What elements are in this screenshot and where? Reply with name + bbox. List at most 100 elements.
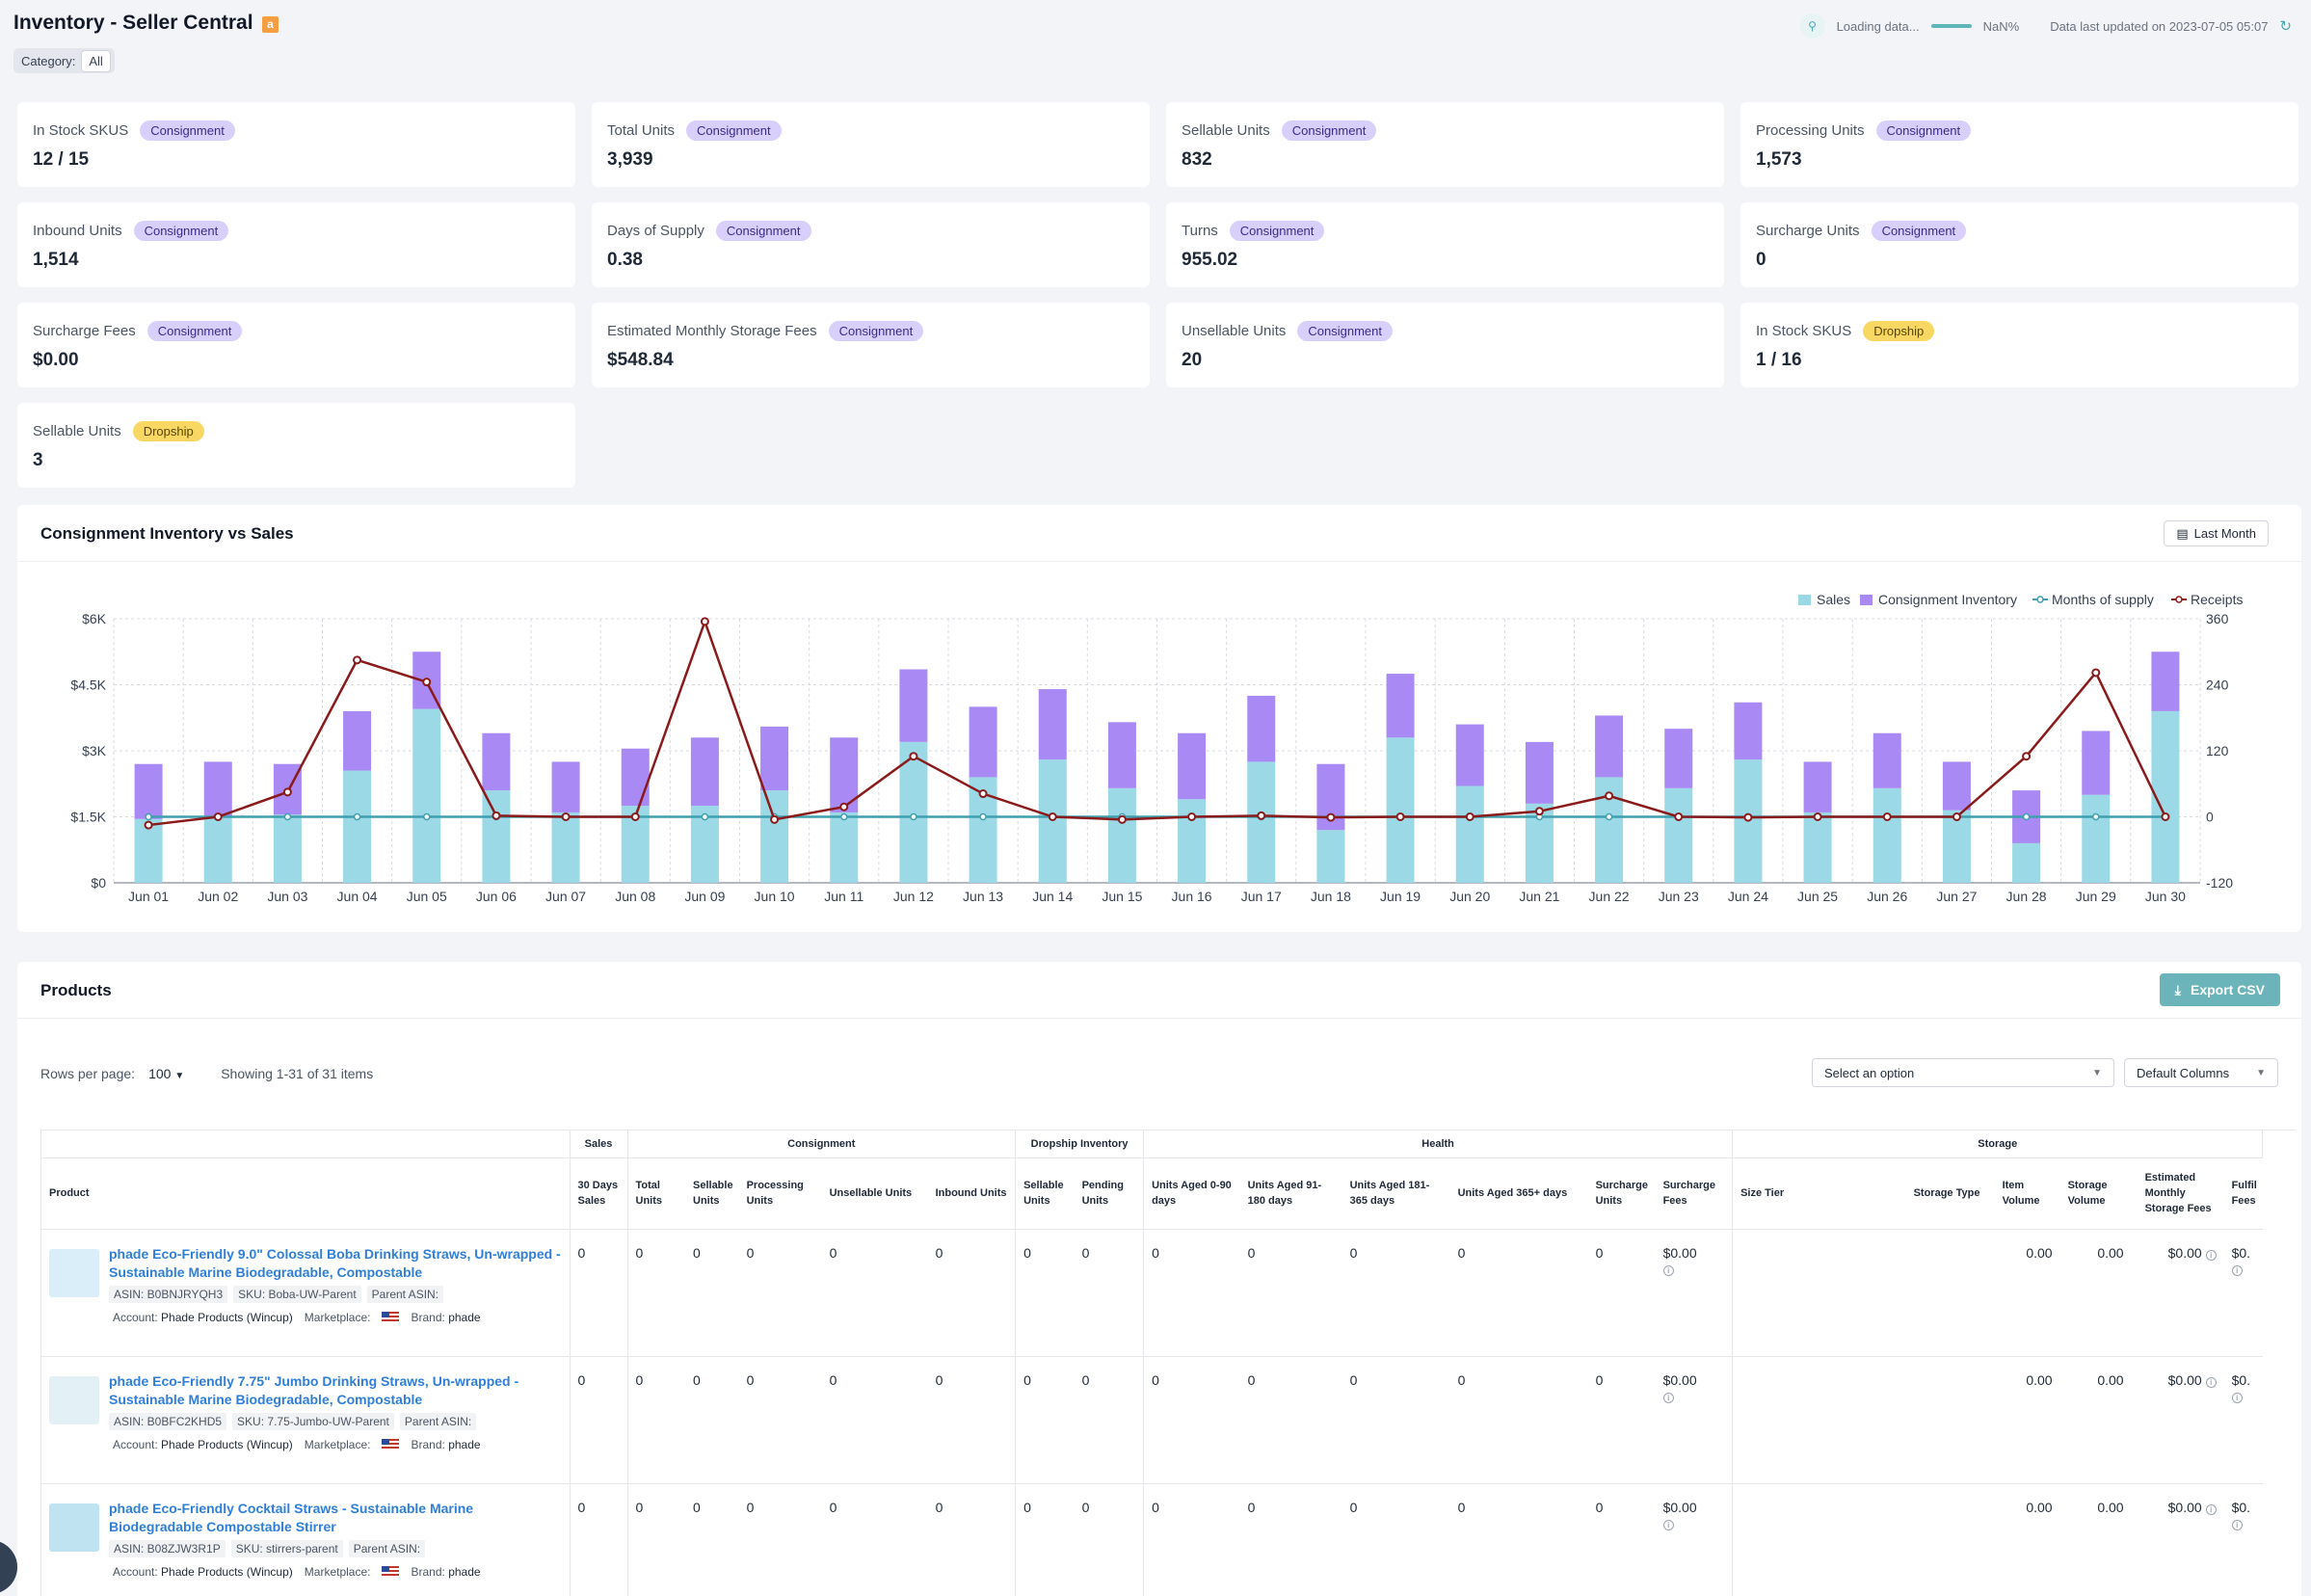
kpi-value: 3,939 <box>607 149 653 170</box>
info-icon[interactable]: i <box>2231 1392 2243 1403</box>
parent-asin-tag: Parent ASIN: <box>399 1412 477 1430</box>
col-header-30-day-sales[interactable]: 30 Days Sales <box>570 1157 628 1230</box>
receipts-point <box>491 811 501 820</box>
months-of-supply-point <box>283 812 292 821</box>
sellable-units: 0 <box>685 1483 739 1596</box>
col-header-product[interactable]: Product <box>41 1157 571 1230</box>
y-tick-label: $1.5K <box>70 810 106 825</box>
receipts-point <box>2161 812 2170 821</box>
info-icon[interactable]: i <box>2231 1519 2243 1530</box>
storage-volume: 0.00 <box>2059 1356 2138 1484</box>
receipts-point <box>1326 812 1336 822</box>
products-table-wrap[interactable]: Sales Consignment Dropship Inventory Hea… <box>40 1130 2296 1596</box>
receipts-point <box>1813 812 1822 821</box>
brand-value: phade <box>448 1437 481 1451</box>
col-header-processing-units[interactable]: Processing Units <box>738 1157 822 1230</box>
y-tick-label: $4.5K <box>70 678 106 693</box>
product-name-link[interactable]: phade Eco-Friendly Cocktail Straws - Sus… <box>109 1500 474 1534</box>
col-header-aged-91-180[interactable]: Units Aged 91-180 days <box>1239 1157 1342 1230</box>
col-header-surcharge-fees[interactable]: Surcharge Fees <box>1655 1157 1734 1230</box>
rows-per-page-label: Rows per page: <box>40 1066 136 1081</box>
col-header-ds-pending[interactable]: Pending Units <box>1074 1157 1145 1230</box>
inventory-bar <box>1595 715 1624 778</box>
info-icon[interactable]: i <box>1662 1264 1674 1276</box>
product-thumbnail[interactable] <box>49 1503 99 1552</box>
col-header-aged-181-365[interactable]: Units Aged 181-365 days <box>1341 1157 1450 1230</box>
aged-0-90: 0 <box>1143 1356 1240 1484</box>
x-tick-label: Jun 27 <box>1936 889 1977 904</box>
col-header-sellable-units[interactable]: Sellable Units <box>685 1157 739 1230</box>
category-filter[interactable]: Category: All <box>13 48 115 73</box>
info-icon[interactable]: i <box>2231 1264 2243 1276</box>
info-icon[interactable]: i <box>1662 1519 1674 1530</box>
x-tick-label: Jun 26 <box>1867 889 1907 904</box>
col-header-total-units[interactable]: Total Units <box>627 1157 685 1230</box>
filter-select[interactable]: Select an option ▼ <box>1812 1058 2114 1087</box>
receipts-point <box>1048 812 1057 821</box>
aged-181-365: 0 <box>1341 1356 1450 1484</box>
col-header-storage-type[interactable]: Storage Type <box>1905 1157 1995 1230</box>
kpi-label: In Stock SKUS <box>33 121 129 139</box>
kpi-label: Days of Supply <box>607 222 704 239</box>
chat-bubble-button[interactable] <box>0 1540 17 1594</box>
info-icon[interactable]: i <box>2205 1376 2217 1388</box>
sales-30-days: 0 <box>570 1483 628 1596</box>
receipts-point <box>1605 791 1614 801</box>
sales-bar <box>830 811 859 883</box>
est-storage-fees: $0.00 <box>2167 1371 2202 1388</box>
chevron-down-icon: ▼ <box>174 1071 185 1081</box>
chevron-down-icon: ▼ <box>2092 1067 2102 1078</box>
col-header-aged-0-90[interactable]: Units Aged 0-90 days <box>1143 1157 1240 1230</box>
rows-per-page-select[interactable]: 100 ▼ <box>148 1066 184 1081</box>
months-of-supply-point <box>353 812 361 821</box>
x-tick-label: Jun 10 <box>755 889 795 904</box>
col-header-storage-volume[interactable]: Storage Volume <box>2059 1157 2138 1230</box>
col-header-aged-365[interactable]: Units Aged 365+ days <box>1449 1157 1588 1230</box>
col-header-est-storage-fees[interactable]: Estimated Monthly Storage Fees <box>2137 1157 2224 1230</box>
item-volume: 0.00 <box>1994 1483 2060 1596</box>
info-icon[interactable]: i <box>1662 1392 1674 1403</box>
sales-bar <box>2012 842 2041 883</box>
col-header-size-tier[interactable]: Size Tier <box>1732 1157 1906 1230</box>
table-row[interactable]: phade Eco-Friendly 9.0" Colossal Boba Dr… <box>41 1229 2263 1357</box>
kpi-value: 955.02 <box>1182 250 1238 270</box>
kpi-value: 1,514 <box>33 250 79 270</box>
sales-bar <box>1178 799 1207 883</box>
col-header-ds-sellable[interactable]: Sellable Units <box>1015 1157 1075 1230</box>
export-csv-button[interactable]: ⤓ Export CSV <box>2159 973 2280 1006</box>
columns-select[interactable]: Default Columns ▼ <box>2124 1058 2278 1087</box>
search-icon[interactable]: ⚲ <box>1799 13 1825 39</box>
kpi-value: $0.00 <box>33 350 79 370</box>
product-name-link[interactable]: phade Eco-Friendly 7.75" Jumbo Drinking … <box>109 1372 519 1407</box>
brand-value: phade <box>448 1564 481 1579</box>
col-header-item-volume[interactable]: Item Volume <box>1994 1157 2060 1230</box>
refresh-icon[interactable]: ↻ <box>2279 18 2292 35</box>
inventory-bar <box>343 710 372 771</box>
date-range-label: Last Month <box>2193 526 2256 541</box>
inventory-vs-sales-panel: $0 $1.5K $3K $4.5K $6K -120 0 120 240 360 Jun 01 Ju… <box>17 505 2301 932</box>
months-of-supply-point <box>840 812 848 821</box>
info-icon[interactable]: i <box>2205 1249 2217 1261</box>
col-header-fulfil-fees[interactable]: Fulfil Fees <box>2223 1157 2263 1230</box>
inventory-bar <box>621 748 650 807</box>
product-name-link[interactable]: phade Eco-Friendly 9.0" Colossal Boba Dr… <box>109 1245 561 1280</box>
product-thumbnail[interactable] <box>49 1375 99 1424</box>
date-range-button[interactable]: ▤ Last Month <box>2164 520 2269 546</box>
table-row[interactable]: phade Eco-Friendly Cocktail Straws - Sus… <box>41 1483 2263 1596</box>
y2-tick-label: 0 <box>2206 810 2214 825</box>
est-storage-fees-cell: $0.00 i <box>2137 1229 2224 1357</box>
col-header-inbound-units[interactable]: Inbound Units <box>927 1157 1017 1230</box>
storage-volume: 0.00 <box>2059 1483 2138 1596</box>
product-thumbnail[interactable] <box>49 1248 99 1297</box>
surcharge-fees: $0.00 <box>1662 1371 1697 1388</box>
total-units: 0 <box>627 1229 685 1357</box>
sales-bar <box>482 790 511 883</box>
table-row[interactable]: phade Eco-Friendly 7.75" Jumbo Drinking … <box>41 1356 2263 1484</box>
info-icon[interactable]: i <box>2205 1503 2217 1515</box>
inventory-bar <box>134 763 163 819</box>
kpi-badge: Consignment <box>1297 320 1393 341</box>
chart-title: Consignment Inventory vs Sales <box>40 524 294 543</box>
category-value[interactable]: All <box>81 49 111 72</box>
col-header-surcharge-units[interactable]: Surcharge Units <box>1587 1157 1656 1230</box>
col-header-unsellable-units[interactable]: Unsellable Units <box>821 1157 928 1230</box>
